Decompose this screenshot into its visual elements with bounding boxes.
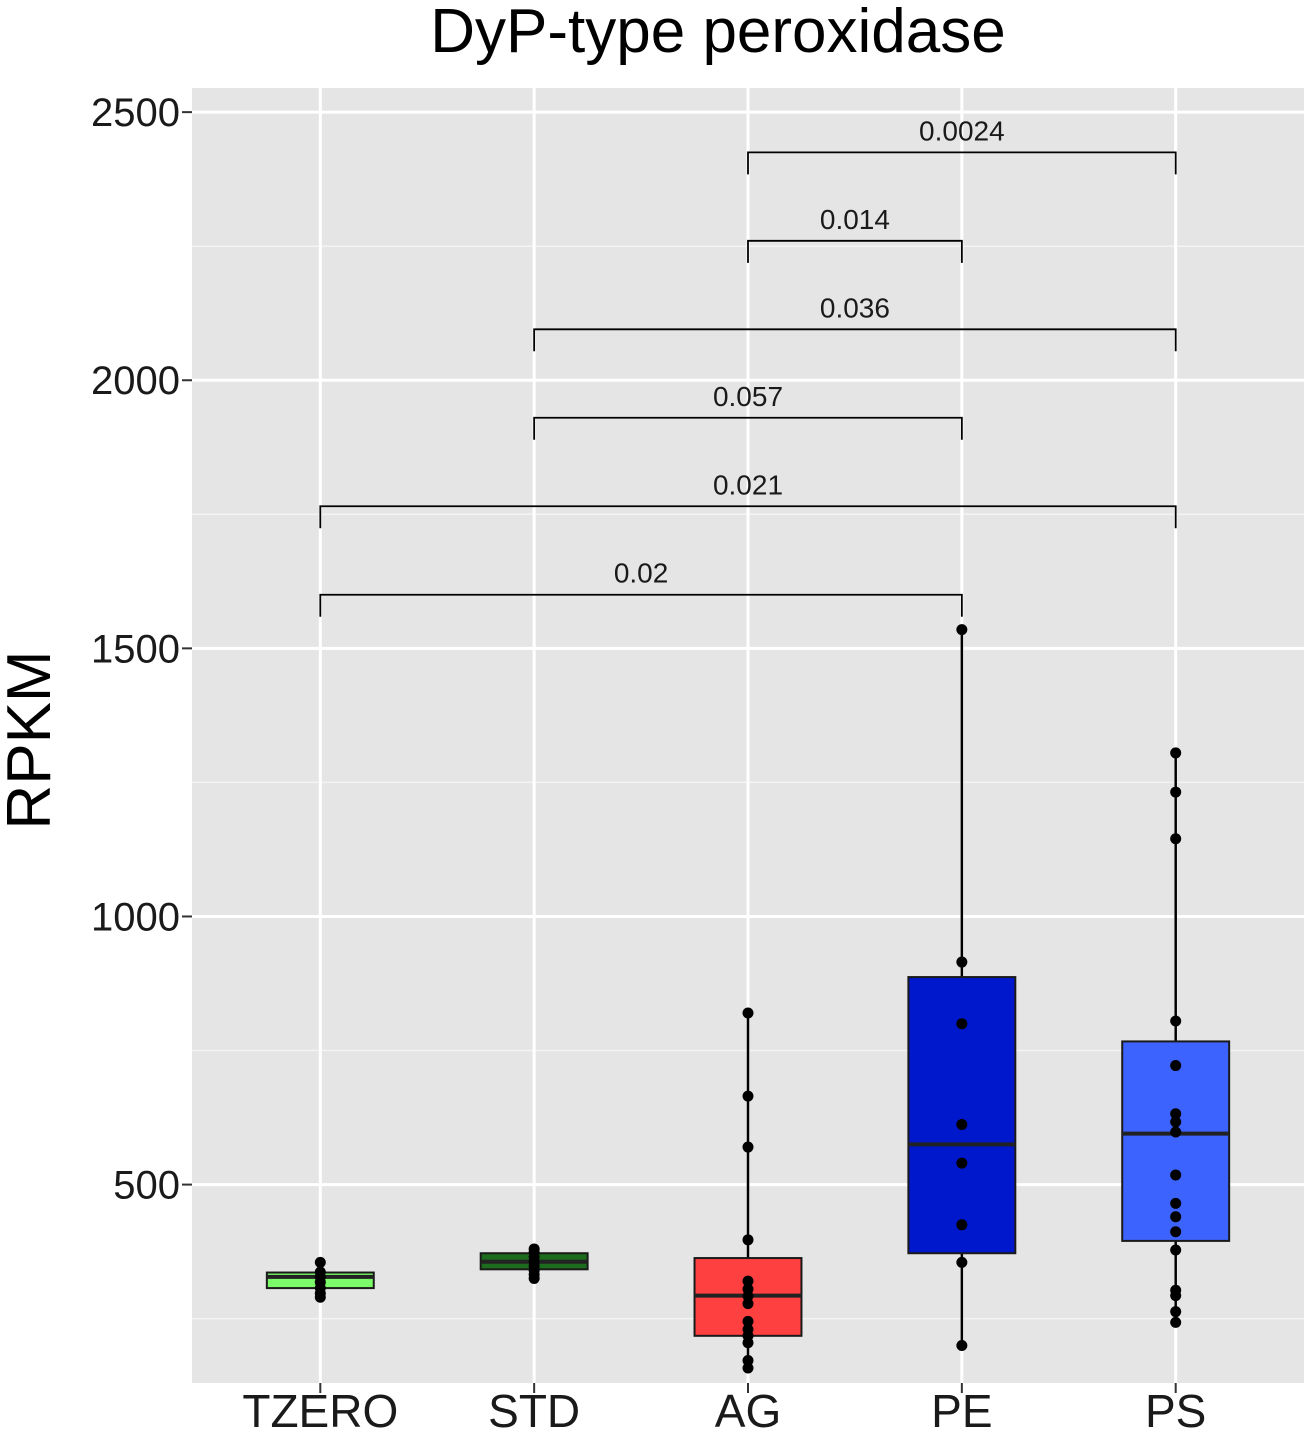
bracket-std-pe: 0.057 <box>533 381 963 440</box>
bracket-line <box>319 593 963 617</box>
data-point <box>1170 747 1182 759</box>
box-pe <box>907 624 1017 1351</box>
significance-brackets: 0.0024 0.014 0.036 0.057 0.021 0.02 <box>319 115 1177 617</box>
box-std <box>479 1243 589 1284</box>
data-point <box>742 1337 754 1349</box>
y-tick-label: 2500 <box>91 91 180 135</box>
y-tick-label: 2000 <box>91 359 180 403</box>
data-point <box>956 1339 968 1351</box>
data-point <box>1170 1126 1182 1138</box>
data-point <box>1170 1306 1182 1318</box>
data-point <box>742 1234 754 1246</box>
y-tick-label: 1500 <box>91 627 180 671</box>
axes: 500 1000 1500 2000 2500 TZERO STD AG PE PS <box>91 91 1206 1431</box>
bracket-line <box>533 328 1177 352</box>
data-point <box>742 1298 754 1310</box>
data-point <box>956 624 968 636</box>
box-series <box>265 624 1231 1374</box>
data-point <box>314 1256 326 1268</box>
p-value-label: 0.057 <box>713 381 783 412</box>
data-point <box>314 1291 326 1303</box>
bracket-tzero-ps: 0.021 <box>319 469 1177 529</box>
data-point <box>1170 1015 1182 1027</box>
x-tick-label: STD <box>488 1385 580 1431</box>
data-point <box>528 1272 540 1284</box>
y-tick-label: 500 <box>113 1164 180 1208</box>
data-point <box>1170 786 1182 798</box>
data-point <box>1170 1169 1182 1181</box>
data-point <box>1170 833 1182 845</box>
data-point <box>742 1315 754 1327</box>
data-point <box>1170 1211 1182 1223</box>
data-point <box>956 1256 968 1268</box>
bracket-std-ps: 0.036 <box>533 292 1177 352</box>
data-point <box>1170 1226 1182 1238</box>
data-point <box>956 1018 968 1030</box>
data-point <box>742 1007 754 1019</box>
y-tick-label: 1000 <box>91 895 180 939</box>
bracket-ag-ps: 0.0024 <box>747 115 1177 175</box>
p-value-label: 0.02 <box>614 558 669 589</box>
box-iqr <box>1121 1040 1231 1242</box>
p-value-label: 0.0024 <box>919 115 1005 146</box>
data-point <box>956 1157 968 1169</box>
box-ag <box>693 1007 803 1374</box>
bracket-line <box>747 151 1177 175</box>
p-value-label: 0.036 <box>820 292 890 323</box>
data-point <box>1170 1290 1182 1302</box>
bracket-line <box>319 505 1177 529</box>
p-value-label: 0.021 <box>713 469 783 500</box>
x-tick-label: PE <box>931 1385 992 1431</box>
bracket-tzero-pe: 0.02 <box>319 558 963 617</box>
bracket-line <box>747 239 963 263</box>
data-point <box>742 1362 754 1374</box>
data-point <box>742 1090 754 1102</box>
data-point <box>1170 1197 1182 1209</box>
data-point <box>742 1275 754 1287</box>
data-point <box>1170 1244 1182 1256</box>
p-value-label: 0.014 <box>820 204 890 235</box>
data-point <box>956 1219 968 1231</box>
bracket-ag-pe: 0.014 <box>747 204 963 263</box>
data-point <box>956 956 968 968</box>
data-point <box>742 1141 754 1153</box>
data-point <box>956 1119 968 1131</box>
chart-title: DyP-type peroxidase <box>430 0 1006 66</box>
data-point <box>1170 1060 1182 1072</box>
bracket-line <box>533 416 963 440</box>
box-ps <box>1121 747 1231 1328</box>
data-point <box>1170 1116 1182 1128</box>
data-point <box>1170 1316 1182 1328</box>
x-tick-label: AG <box>715 1385 781 1431</box>
y-axis-label: RPKM <box>0 650 64 829</box>
x-tick-label: TZERO <box>242 1385 398 1431</box>
box-tzero <box>265 1256 375 1303</box>
data-point <box>1170 1108 1182 1120</box>
x-tick-label: PS <box>1145 1385 1206 1431</box>
